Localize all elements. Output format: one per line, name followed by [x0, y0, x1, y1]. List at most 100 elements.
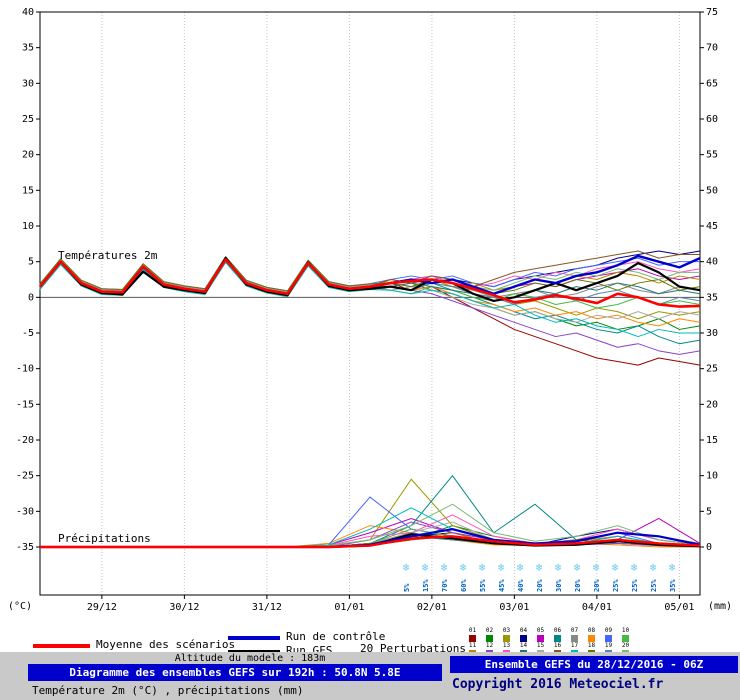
y-axis-label-right: 70 [706, 43, 718, 54]
y-axis-label-right: 45 [706, 221, 718, 232]
left-axis-unit-label: (°C) [8, 601, 32, 612]
perturbation-legend-item: 02 [481, 627, 498, 642]
temperature-section-label: Températures 2m [58, 249, 158, 262]
perturbation-number: 17 [570, 642, 579, 649]
perturbation-color-swatch [554, 635, 561, 642]
perturbation-color-swatch [622, 635, 629, 642]
perturbation-color-swatch [571, 635, 578, 642]
ensemble-chart: 29/12 30/12 31/12 01/01 02/01 03/01 04/01 05/01… [8, 7, 732, 612]
temperature-series-P13 [39, 256, 701, 293]
perturbation-legend-item: 09 [600, 627, 617, 642]
x-axis-label: 05/01 [664, 602, 694, 612]
y-axis-label-left: 15 [22, 185, 34, 196]
snow-probability-label: 25% [631, 579, 639, 592]
control-line-swatch [228, 636, 280, 640]
snowflake-icon: ❄ [593, 561, 600, 574]
y-axis-label-left: 20 [22, 150, 34, 161]
perturbation-legend-item: 08 [583, 627, 600, 642]
perturbation-number: 08 [587, 627, 596, 634]
perturbation-number: 12 [485, 642, 494, 649]
y-axis-label-left: -10 [16, 364, 34, 375]
snowflake-icon: ❄ [479, 561, 486, 574]
perturbation-number: 09 [604, 627, 613, 634]
y-axis-label-right: 5 [706, 506, 712, 517]
altitude-label: Altitude du modele : 183m [174, 653, 326, 664]
mean-line-swatch [33, 644, 90, 648]
snow-probability-label: 70% [441, 579, 449, 592]
perturbation-number: 03 [502, 627, 511, 634]
right-axis-unit-label: (mm) [708, 601, 732, 612]
perturbation-number: 16 [553, 642, 562, 649]
temperature-series-P18 [39, 256, 701, 295]
snowflake-icon: ❄ [536, 561, 543, 574]
y-axis-label-right: 15 [706, 435, 718, 446]
y-axis-label-right: 40 [706, 257, 718, 268]
y-axis-label-left: 35 [22, 43, 34, 54]
snowflake-icon: ❄ [612, 561, 619, 574]
y-axis-label-left: -35 [16, 542, 34, 553]
snow-probability-label: 20% [536, 579, 544, 592]
precipitation-series-Moyenne des scénarios [40, 535, 701, 549]
perturbation-number: 01 [468, 627, 477, 634]
plot-frame [39, 11, 701, 596]
snowflake-icon: ❄ [422, 561, 429, 574]
legend-mean-label: Moyenne des scénarios [96, 638, 236, 651]
perturbation-number: 19 [604, 642, 613, 649]
x-axis-label: 03/01 [499, 602, 529, 612]
perturbation-color-swatch [588, 635, 595, 642]
perturbation-number: 07 [570, 627, 579, 634]
y-axis-label-left: -5 [22, 328, 34, 339]
perturbation-legend-item: 01 [464, 627, 481, 642]
y-axis-label-left: 40 [22, 7, 34, 18]
snow-probability-label: 35% [669, 579, 677, 592]
perturbation-number: 11 [468, 642, 477, 649]
title-bar: Diagramme des ensembles GEFS sur 192h : … [28, 664, 442, 681]
snow-probability-label: 25% [612, 579, 620, 592]
x-axis-label: 04/01 [582, 602, 612, 612]
snowflake-icon: ❄ [498, 561, 505, 574]
y-axis-label-right: 25 [706, 364, 718, 375]
perturbation-legend-item: 06 [549, 627, 566, 642]
snow-probability-label: 45% [498, 579, 506, 592]
snowflake-icon: ❄ [669, 561, 676, 574]
perturbation-color-swatch [486, 635, 493, 642]
snowflake-icon: ❄ [441, 561, 448, 574]
temperature-series-Run GFS [39, 257, 701, 302]
legend-control-label: Run de contrôle [286, 630, 386, 643]
y-axis-label-right: 50 [706, 185, 718, 196]
snowflake-icon: ❄ [517, 561, 524, 574]
perturbation-legend-item: 03 [498, 627, 515, 642]
y-axis-label-left: -20 [16, 435, 34, 446]
snow-probability-label: 15% [422, 579, 430, 592]
y-axis-label-right: 65 [706, 78, 718, 89]
y-axis-label-left: 10 [22, 221, 34, 232]
snowflake-icon: ❄ [403, 561, 410, 574]
precipitation-section-label: Précipitations [58, 532, 151, 545]
perturbation-number: 15 [536, 642, 545, 649]
copyright-label: Copyright 2016 Meteociel.fr [452, 677, 664, 692]
y-axis-label-left: -30 [16, 506, 34, 517]
x-axis-label: 31/12 [252, 602, 282, 612]
run-bar: Ensemble GEFS du 28/12/2016 - 06Z [450, 656, 738, 673]
perturbation-number: 20 [621, 642, 630, 649]
snow-probability-label: 25% [650, 579, 658, 592]
y-axis-label-right: 0 [706, 542, 712, 553]
perturbation-number: 13 [502, 642, 511, 649]
x-axis-label: 01/01 [334, 602, 364, 612]
y-axis-label-left: -25 [16, 471, 34, 482]
perturbation-number: 04 [519, 627, 528, 634]
perturbation-number: 10 [621, 627, 630, 634]
perturbation-color-swatch [537, 635, 544, 642]
perturbation-number: 02 [485, 627, 494, 634]
perturbation-number: 18 [587, 642, 596, 649]
snowflake-icon: ❄ [631, 561, 638, 574]
y-axis-label-left: 25 [22, 114, 34, 125]
y-axis-label-left: 0 [28, 292, 34, 303]
y-axis-label-right: 35 [706, 292, 718, 303]
snowflake-icon: ❄ [650, 561, 657, 574]
y-axis-label-right: 10 [706, 471, 718, 482]
snow-probability-label: 55% [479, 579, 487, 592]
snow-probability-label: 60% [460, 579, 468, 592]
y-axis-label-right: 75 [706, 7, 718, 18]
